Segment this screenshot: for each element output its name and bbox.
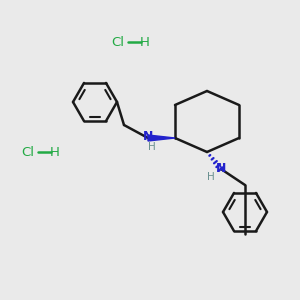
Text: H: H <box>148 142 156 152</box>
Text: N: N <box>143 130 153 143</box>
Text: Cl: Cl <box>22 146 34 158</box>
Polygon shape <box>148 135 175 141</box>
Text: H: H <box>140 35 150 49</box>
Text: N: N <box>216 161 226 175</box>
Text: H: H <box>207 172 215 182</box>
Text: Cl: Cl <box>112 35 124 49</box>
Text: H: H <box>50 146 60 158</box>
